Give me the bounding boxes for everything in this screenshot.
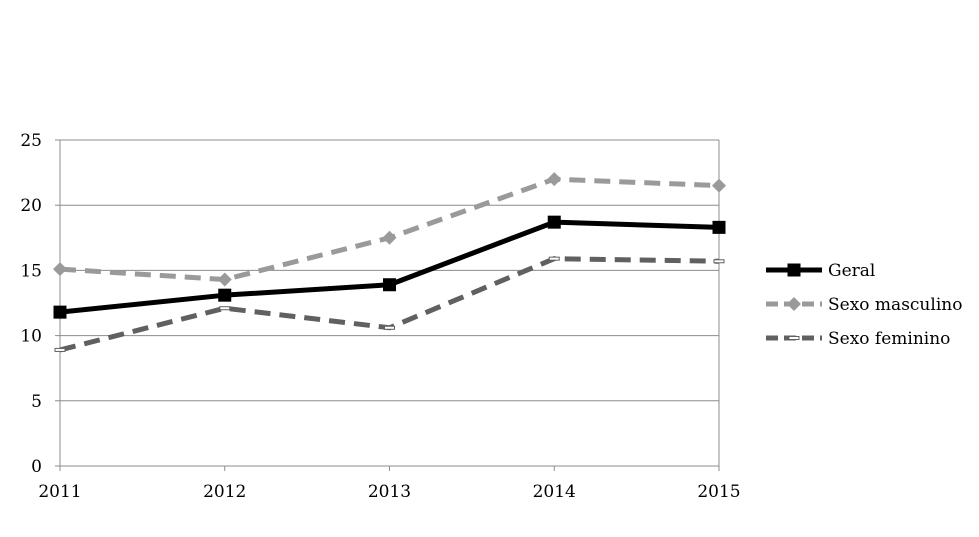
legend-item-sexo-masculino: Sexo masculino [766,295,962,315]
series-line-sexo-masculino [59,176,720,283]
y-tick-label: 25 [20,131,42,151]
data-point-sexo-feminino [384,325,395,330]
legend-item-sexo-feminino: Sexo feminino [766,329,950,349]
data-point-geral [218,288,232,302]
data-point-sexo-masculino [712,178,726,193]
series-markers [53,172,726,352]
y-tick-label: 15 [20,261,42,281]
data-point-sexo-masculino [217,272,232,287]
legend-label: Sexo masculino [828,295,962,315]
x-tick-label: 2012 [203,482,246,502]
data-point-geral [712,220,726,234]
x-tick-label: 2015 [697,482,740,502]
y-tick-label: 5 [31,392,42,412]
data-point-sexo-masculino [547,172,562,187]
data-point-sexo-feminino [219,306,231,311]
y-axis-tick-labels: 0 5 10 15 20 25 [20,131,42,477]
data-point-sexo-masculino [53,262,67,277]
x-tick-label: 2011 [38,482,81,502]
y-tick-label: 0 [31,457,42,477]
data-point-geral [53,305,67,319]
legend-swatch-marker [787,263,801,277]
data-point-geral [547,215,561,229]
x-tick-label: 2014 [533,482,576,502]
legend-item-geral: Geral [766,261,875,281]
data-point-sexo-feminino [713,259,725,264]
y-tick-label: 20 [20,196,42,216]
x-axis-tick-labels: 2011 2012 2013 2014 2015 [38,482,740,502]
gridlines [60,139,720,466]
data-point-sexo-masculino [382,230,397,245]
legend-swatch-marker [788,336,800,340]
legend: Geral Sexo masculino Sexo feminino [766,261,962,349]
legend-label: Geral [828,261,875,281]
x-tick-label: 2013 [368,482,411,502]
data-point-sexo-feminino [548,256,560,261]
data-point-geral [383,278,396,292]
axes [55,139,720,471]
data-point-sexo-feminino [54,347,66,352]
y-tick-label: 10 [20,327,42,347]
legend-label: Sexo feminino [828,329,950,349]
legend-swatch-marker [787,297,801,311]
